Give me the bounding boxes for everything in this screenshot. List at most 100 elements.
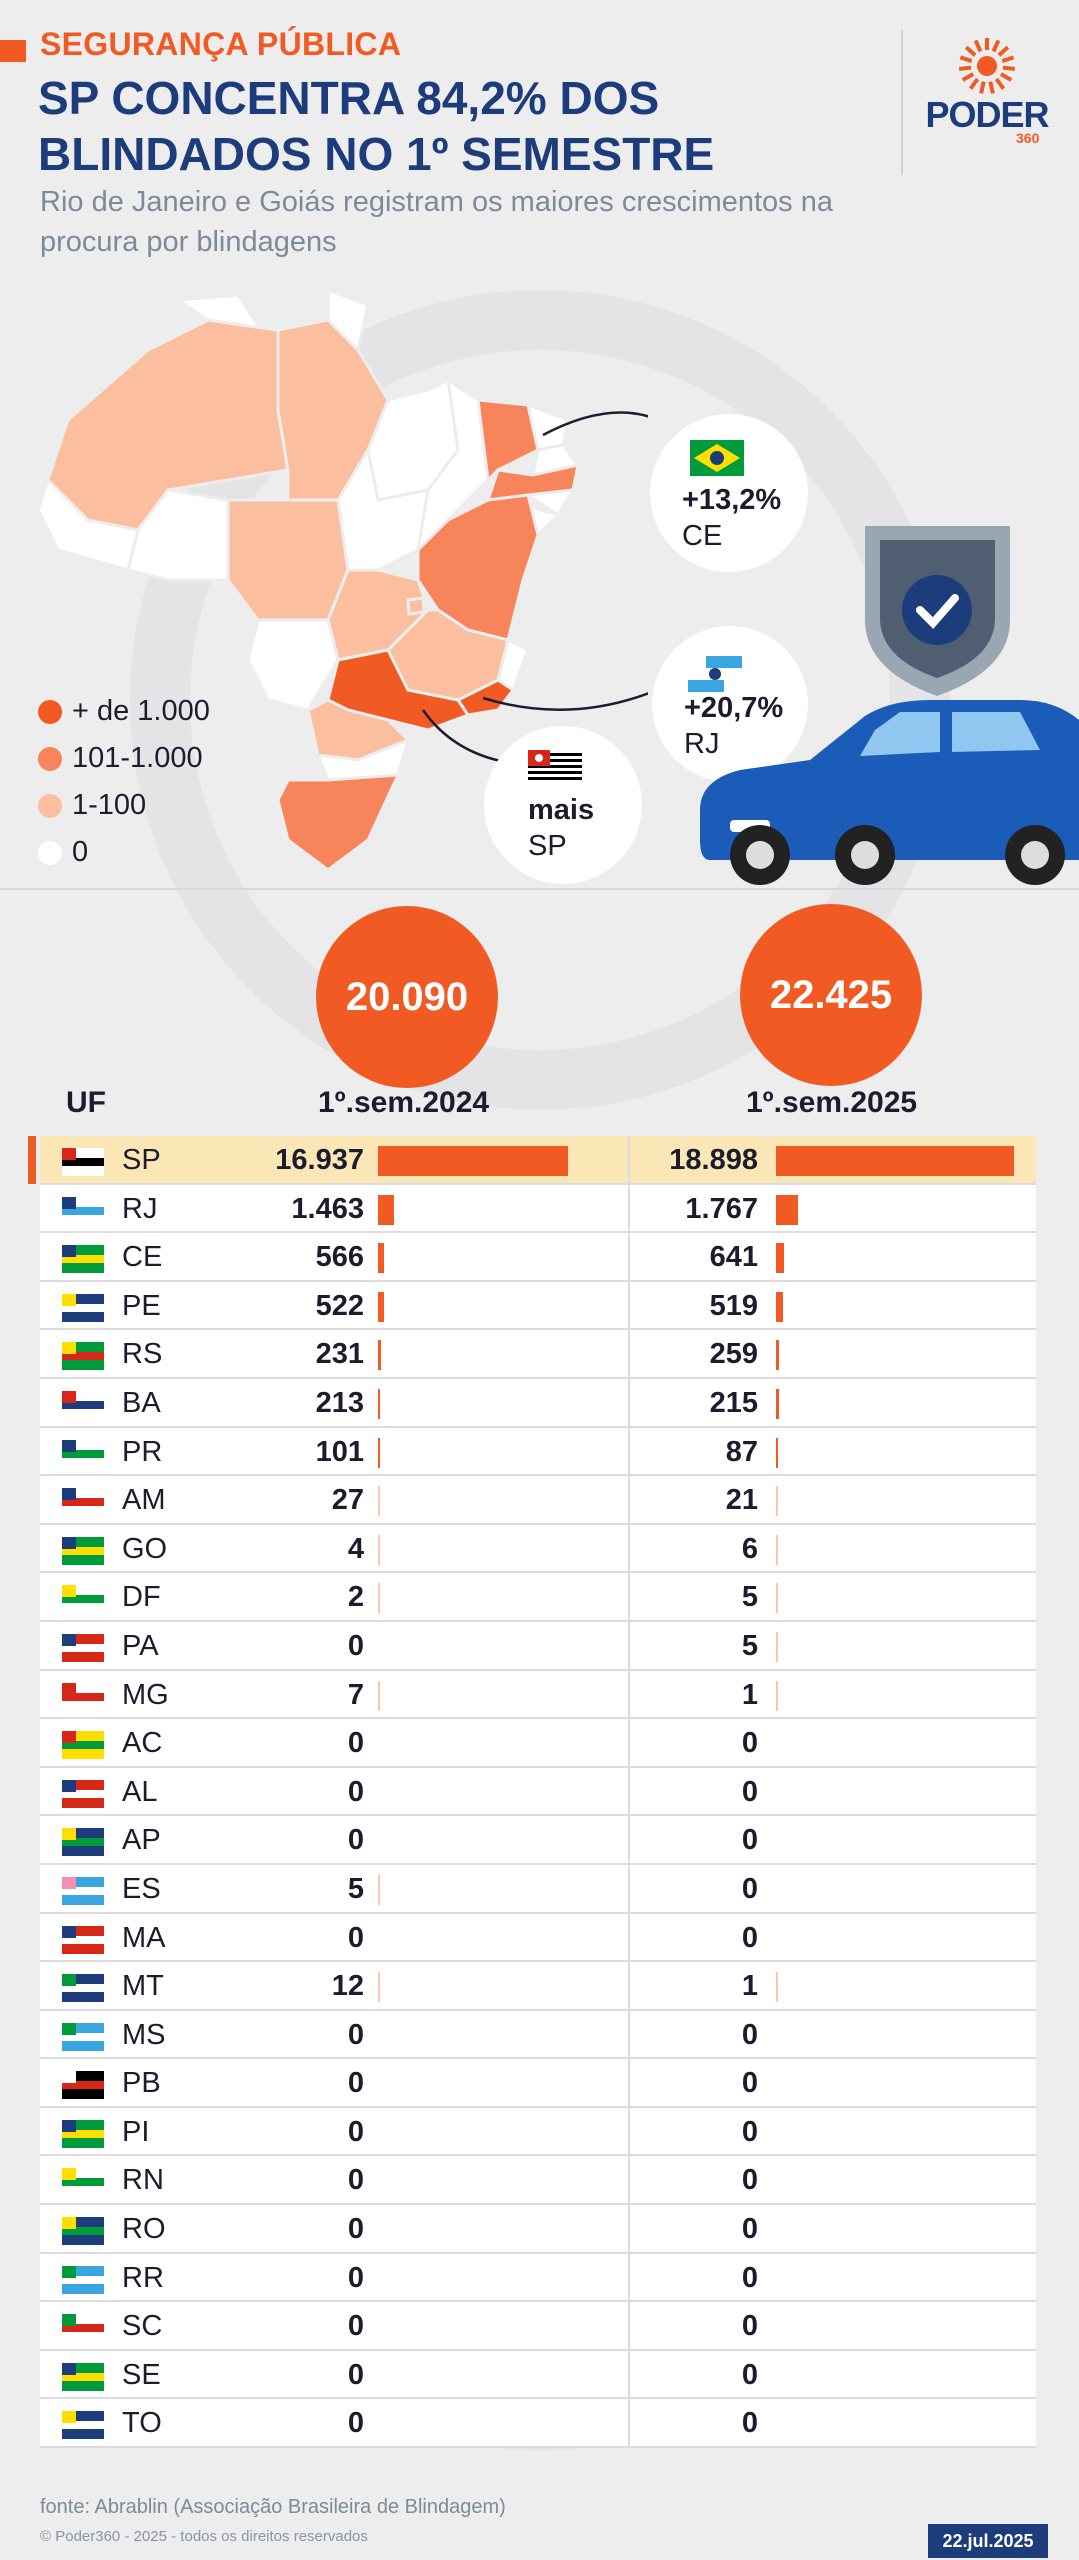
value-2024: 0: [347, 1775, 364, 1808]
flag-sp-icon: [62, 1148, 104, 1176]
uf-label: RJ: [122, 1192, 158, 1225]
flag-ce-icon: [690, 440, 744, 476]
uf-label: PB: [122, 2067, 161, 2100]
date-badge: 22.jul.2025: [928, 2524, 1048, 2558]
value-2025: 641: [709, 1241, 758, 1274]
table-row-rr: RR 0 0: [40, 2253, 1036, 2303]
value-2025: 0: [741, 1775, 758, 1808]
brazil-map: [36, 287, 648, 872]
uf-label: TO: [122, 2407, 162, 2440]
bar-2025: [776, 1243, 785, 1274]
value-2024: 0: [347, 1824, 364, 1857]
uf-label: RR: [122, 2261, 164, 2294]
table-row-rs: RS 231 259: [40, 1330, 1036, 1379]
poder360-logo[interactable]: PODER 360: [922, 36, 1052, 156]
legend-item: 1-100: [38, 782, 210, 829]
value-2024: 231: [315, 1338, 364, 1371]
callout-uf: SP: [528, 830, 567, 862]
flag-ms-icon: [62, 2022, 104, 2051]
value-2025: 0: [741, 1824, 758, 1857]
table-row-pb: PB 0 0: [40, 2059, 1036, 2108]
bar-2024: [378, 1388, 381, 1419]
bar-2024: [378, 1583, 380, 1614]
callout-value: mais: [528, 794, 595, 826]
table-row-sc: SC 0 0: [40, 2302, 1036, 2351]
flag-rn-icon: [62, 2168, 104, 2197]
map-state-df: [406, 596, 426, 616]
table-row-mg: MG 7 1: [40, 1670, 1036, 1720]
armored-car-illustration: [700, 526, 1079, 885]
value-2025: 0: [741, 1921, 758, 1954]
table-row-ma: MA 0 0: [40, 1913, 1036, 1963]
uf-label: MS: [122, 2018, 166, 2051]
table-row-sp: SP 16.937 18.898: [40, 1136, 1036, 1185]
uf-label: ES: [122, 1872, 161, 1905]
uf-label: SC: [122, 2310, 163, 2343]
table-row-am: AM 27 21: [40, 1476, 1036, 1525]
bar-2024: [378, 1486, 380, 1517]
flag-rr-icon: [62, 2265, 104, 2294]
source-note: fonte: Abrablin (Associação Brasileira d…: [40, 2496, 506, 2518]
flag-ba-icon: [62, 1390, 104, 1419]
uf-label: SE: [122, 2358, 161, 2391]
bar-2025: [776, 1972, 778, 2003]
uf-label: GO: [122, 1532, 168, 1565]
value-2025: 87: [725, 1435, 758, 1468]
legend-swatch: [38, 699, 62, 724]
value-2024: 213: [315, 1386, 364, 1419]
highlight-marker: [28, 1136, 36, 1184]
bar-2025: [776, 1340, 780, 1371]
value-2024: 522: [315, 1289, 364, 1322]
table-row-rj: RJ 1.463 1.767: [40, 1184, 1036, 1234]
uf-label: CE: [122, 1241, 163, 1274]
total-2024: 20.090: [316, 906, 498, 1088]
flag-df-icon: [62, 1585, 104, 1614]
flag-ac-icon: [62, 1731, 104, 1760]
value-2025: 5: [741, 1629, 758, 1662]
check-icon: [902, 575, 972, 645]
value-2025: 0: [741, 2358, 758, 2391]
bar-2024: [378, 1146, 568, 1176]
value-2024: 16.937: [275, 1144, 364, 1176]
table-row-ac: AC 0 0: [40, 1719, 1036, 1768]
uf-label: DF: [122, 1581, 161, 1614]
table-row-mt: MT 12 1: [40, 1962, 1036, 2011]
value-2025: 0: [741, 1727, 758, 1760]
uf-label: AM: [122, 1484, 166, 1517]
map-state-rr: [173, 293, 279, 332]
bar-2025: [776, 1534, 778, 1565]
callout-sp: mais SP: [484, 726, 642, 884]
uf-label: AC: [122, 1727, 163, 1760]
legend-label: 101-1.000: [72, 742, 203, 774]
column-header-2024: 1º.sem.2024: [318, 1086, 490, 1119]
flag-pa-icon: [62, 1633, 104, 1662]
map-state-ce: [476, 398, 540, 484]
uf-label: PI: [122, 2115, 150, 2148]
bar-2025: [776, 1680, 778, 1711]
legend-swatch: [38, 840, 62, 865]
bar-2024: [378, 1291, 384, 1322]
flag-pi-icon: [62, 2119, 104, 2148]
kicker-accent-bar: [0, 40, 26, 62]
map-state-rs: [276, 773, 401, 872]
uf-label: AL: [122, 1775, 158, 1808]
value-2024: 0: [347, 2115, 364, 2148]
value-2024: 1.463: [291, 1192, 364, 1225]
logo-subtext: 360: [1016, 130, 1040, 146]
uf-label: RN: [122, 2164, 164, 2197]
uf-label: SP: [122, 1144, 161, 1176]
bar-2024: [378, 1874, 380, 1905]
uf-label: MT: [122, 1970, 164, 2003]
bar-2024: [378, 1340, 381, 1371]
uf-label: MA: [122, 1921, 166, 1954]
map-state-mt: [226, 498, 350, 622]
value-2024: 0: [347, 2310, 364, 2343]
value-2025: 1.767: [685, 1192, 758, 1225]
bar-2024: [378, 1194, 395, 1225]
bar-2024: [378, 1437, 380, 1468]
table-row-pi: PI 0 0: [40, 2107, 1036, 2157]
page-subtitle: Rio de Janeiro e Goiás registram os maio…: [40, 186, 833, 258]
value-2025: 18.898: [669, 1144, 758, 1176]
map-legend: + de 1.000 101-1.000 1-100 0: [38, 688, 210, 876]
bar-2025: [776, 1631, 778, 1662]
